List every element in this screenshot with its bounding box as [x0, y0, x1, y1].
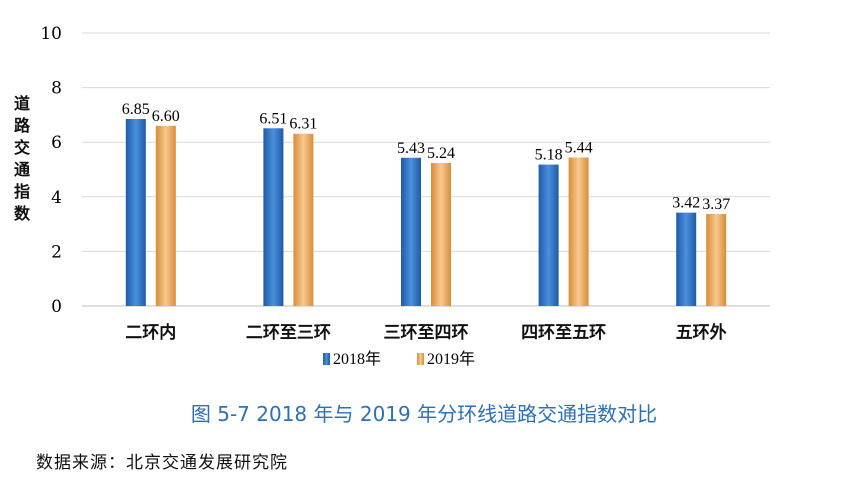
x-category-label: 四环至五环 [521, 323, 606, 343]
legend-label: 2018年 [333, 350, 381, 368]
bar-2019年-二环内 [155, 125, 176, 306]
bar-2019年-五环外 [706, 213, 727, 306]
data-label: 5.44 [565, 139, 593, 156]
y-axis-label-char: 路 [14, 116, 31, 135]
data-label: 3.42 [672, 195, 700, 212]
legend-swatch-2019年 [417, 353, 424, 365]
x-category-label: 二环至三环 [246, 323, 331, 343]
y-tick-label: 6 [51, 133, 62, 153]
bar-2019年-二环至三环 [293, 133, 314, 306]
y-axis-label-char: 通 [14, 160, 30, 179]
data-label: 3.37 [702, 196, 730, 213]
data-labels: 6.85 6.60 6.51 6.31 5.43 5.24 5.18 5.44 3.42 3.37 [122, 101, 730, 213]
y-axis-label-char: 道 [14, 94, 30, 113]
x-category-label: 二环内 [125, 322, 176, 343]
bar-2018年-三环至四环 [401, 157, 421, 306]
bar-chart: 0 2 4 6 8 10 6.85 6.60 6.51 6.31 5.43 5.24 5.18 5.44… [14, 24, 770, 368]
x-category-label: 三环至四环 [384, 323, 469, 343]
bar-2019年-四环至五环 [568, 157, 589, 306]
y-tick-label: 2 [51, 242, 62, 262]
y-axis-label-char: 指 [14, 182, 30, 201]
y-axis-ticks: 0 2 4 6 8 10 [40, 24, 62, 317]
data-label: 6.51 [259, 110, 287, 127]
bar-2018年-五环外 [676, 212, 697, 306]
bar-2018年-四环至五环 [538, 164, 559, 306]
bar-2018年-二环内 [125, 118, 146, 307]
gridlines [82, 32, 770, 307]
data-label: 5.24 [427, 145, 455, 162]
data-label: 6.60 [152, 108, 180, 125]
data-label: 6.31 [289, 116, 317, 133]
legend-label: 2019年 [427, 350, 475, 368]
y-axis-label-char: 交 [14, 138, 30, 157]
x-category-label: 五环外 [676, 322, 727, 343]
y-tick-label: 8 [51, 79, 62, 99]
data-label: 5.18 [535, 147, 563, 164]
bar-2019年-三环至四环 [431, 162, 451, 306]
figure-caption: 图 5-7 2018 年与 2019 年分环线道路交通指数对比 [190, 402, 658, 426]
bars [125, 118, 727, 307]
data-source-note: 数据来源：北京交通发展研究院 [36, 453, 288, 473]
y-axis-label-char: 数 [14, 204, 31, 223]
legend: 2018年 2019年 [323, 350, 475, 368]
y-axis-label: 道路交通指数 [14, 94, 31, 223]
y-tick-label: 0 [51, 297, 62, 317]
legend-swatch-2018年 [323, 353, 330, 365]
data-label: 6.85 [122, 101, 150, 118]
y-tick-label: 10 [40, 24, 62, 44]
bar-2018年-二环至三环 [263, 128, 284, 306]
data-label: 5.43 [397, 140, 425, 157]
y-tick-label: 4 [51, 188, 62, 208]
category-labels: 二环内 二环至三环 三环至四环 四环至五环 五环外 [125, 322, 726, 343]
